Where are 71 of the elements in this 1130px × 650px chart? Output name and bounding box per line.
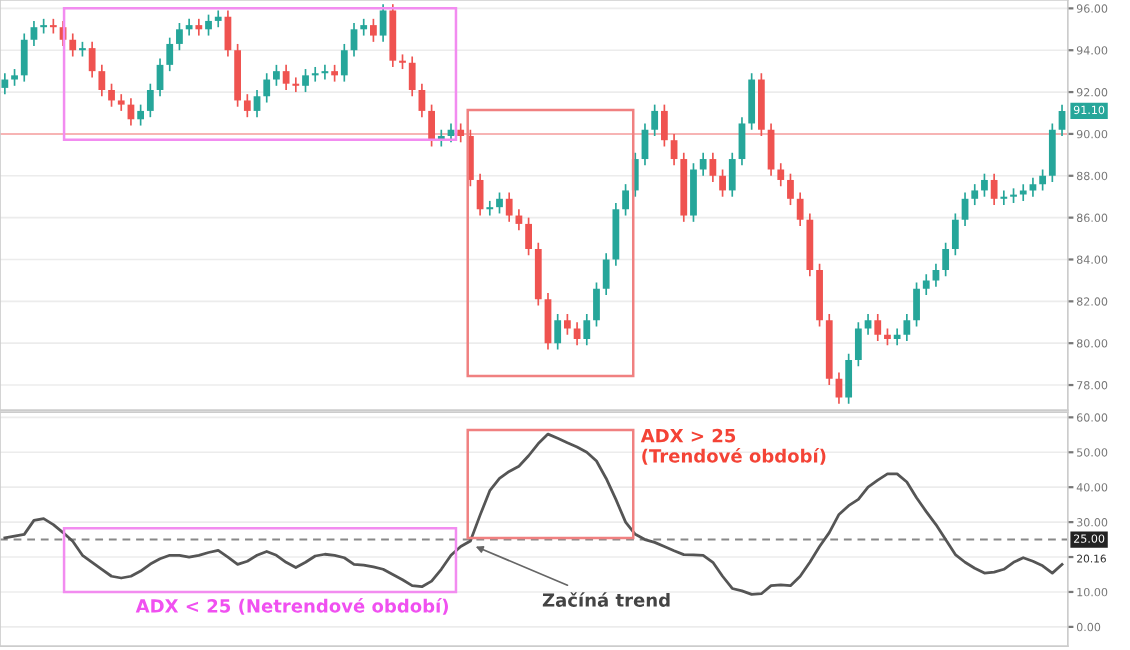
candlestick — [88, 41, 96, 79]
candlestick — [146, 82, 154, 119]
candlestick — [311, 66, 319, 83]
candlestick — [408, 55, 416, 98]
candlestick — [176, 22, 183, 52]
candlestick — [428, 103, 435, 148]
candlestick — [370, 17, 377, 43]
candlestick — [137, 103, 145, 127]
candlestick — [951, 212, 959, 257]
candlestick — [340, 43, 348, 83]
candlestick — [651, 103, 659, 137]
candlestick — [263, 72, 271, 104]
candlestick — [98, 64, 106, 98]
candlestick — [563, 313, 571, 336]
candlestick — [282, 64, 290, 91]
candlestick — [554, 313, 562, 351]
candlestick — [30, 20, 38, 47]
candlestick — [709, 151, 717, 183]
annotation: ADX < 25 (Netrendové období) — [135, 598, 448, 615]
candlestick — [796, 191, 804, 227]
candlestick — [622, 183, 629, 217]
candlestick — [1000, 189, 1008, 206]
candlestick — [903, 313, 911, 342]
candlestick — [253, 89, 261, 119]
candlestick — [1039, 168, 1047, 192]
candlestick — [166, 36, 174, 72]
candlestick — [292, 76, 300, 93]
candlestick — [602, 252, 610, 296]
candlestick — [457, 122, 465, 144]
candlestick — [922, 273, 930, 296]
candlestick — [971, 183, 979, 206]
candlestick — [185, 17, 193, 37]
candlestick — [748, 72, 756, 131]
candlestick — [360, 17, 368, 37]
candlestick — [913, 281, 920, 328]
annotation: ADX > 25 (Trendové období) — [640, 428, 826, 465]
candlestick — [699, 151, 707, 177]
candlestick — [108, 82, 115, 108]
candlestick — [69, 32, 77, 58]
candlestick — [505, 191, 513, 223]
candlestick — [593, 281, 600, 328]
candlestick — [243, 93, 251, 119]
candlestick — [728, 151, 736, 198]
candlestick — [942, 241, 950, 278]
candlestick — [1, 72, 9, 96]
candlestick — [719, 168, 726, 198]
candlestick — [660, 103, 668, 148]
line-series — [3, 432, 1064, 596]
candlestick — [195, 17, 203, 37]
candlestick — [864, 313, 872, 336]
candlestick — [214, 9, 222, 29]
candlestick — [845, 352, 853, 405]
candlestick — [525, 216, 532, 257]
candlestick — [205, 13, 212, 37]
candlestick — [379, 3, 387, 43]
candlestick — [854, 321, 862, 368]
candlestick — [583, 313, 591, 347]
candlestick — [486, 200, 494, 217]
candlestick — [1048, 122, 1056, 183]
candlestick — [787, 172, 794, 206]
candlestick — [515, 208, 523, 232]
candlestick — [302, 68, 309, 93]
candlestick — [874, 313, 882, 342]
annotation: Začíná trend — [542, 592, 670, 607]
candlestick — [777, 162, 785, 188]
candlestick — [20, 32, 28, 83]
candlestick — [690, 162, 697, 223]
candlestick — [990, 172, 998, 206]
candlestick — [496, 191, 503, 215]
candlestick — [273, 64, 280, 87]
candlestick — [981, 172, 988, 198]
